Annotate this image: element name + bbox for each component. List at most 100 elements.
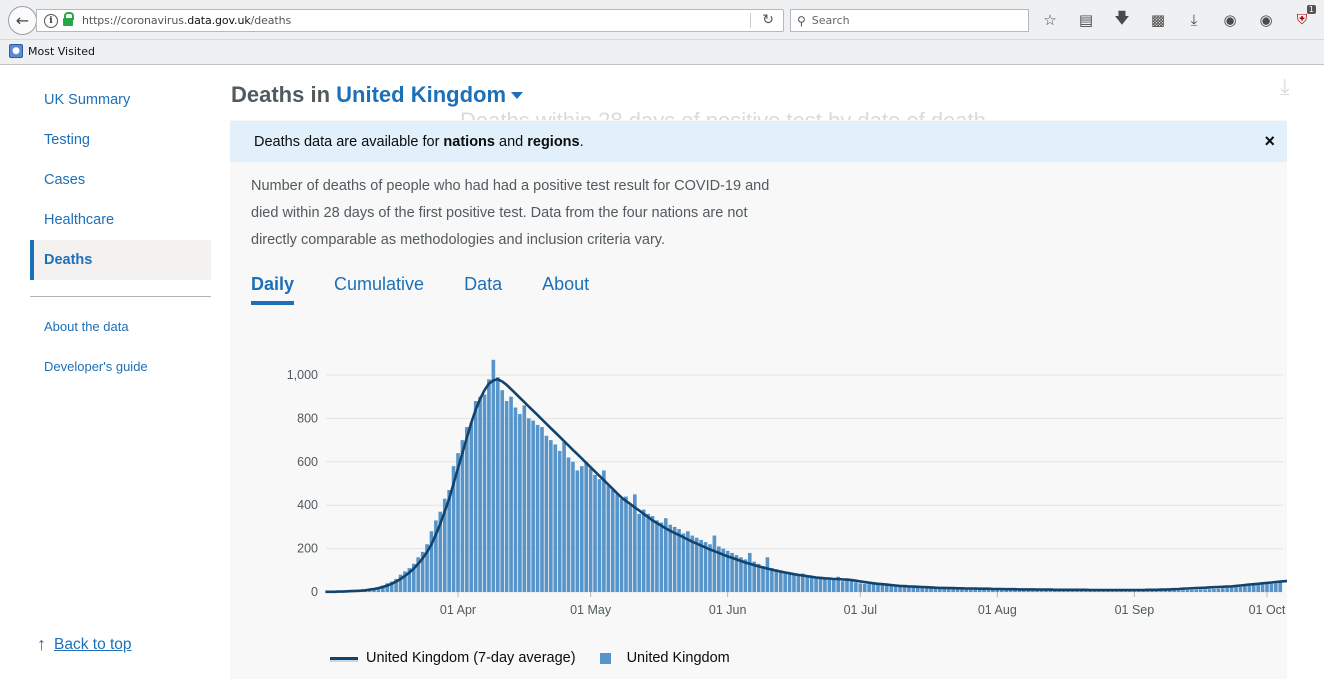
chart-bar — [1176, 590, 1181, 592]
ublock-icon[interactable]: ⛨ 1 — [1296, 5, 1316, 28]
chart-bar — [571, 461, 575, 592]
page-title: Deaths in United Kingdom — [231, 82, 524, 108]
chart-bar — [535, 424, 540, 592]
back-to-top-link[interactable]: Back to top — [54, 635, 132, 653]
bookmark-label: Most Visited — [28, 44, 95, 58]
banner-link-regions[interactable]: regions — [527, 133, 580, 150]
download-arrow-icon[interactable]: 🡇 — [1114, 8, 1130, 27]
chart-bar — [469, 422, 474, 592]
chart-bar — [491, 359, 496, 592]
info-banner: Deaths data are available for nations an… — [230, 121, 1287, 162]
chart-bar — [999, 589, 1004, 592]
chart-bar — [845, 578, 849, 592]
chart-bar — [938, 588, 942, 592]
back-arrow-icon[interactable]: ← — [8, 6, 37, 35]
url-text: https://coronavirus.data.gov.uk/deaths — [82, 14, 292, 27]
sidebar-item-uk-summary[interactable]: UK Summary — [44, 92, 131, 108]
chart-bar — [420, 551, 425, 592]
chart-bar — [699, 539, 703, 592]
chart-bar — [889, 585, 894, 592]
chart-bar — [942, 588, 947, 592]
tab-about[interactable]: About — [542, 274, 590, 294]
chart-bar — [792, 573, 796, 592]
tab-cumulative[interactable]: Cumulative — [334, 274, 425, 294]
x-tick-label: 01 Aug — [978, 603, 1017, 617]
chart-bar — [575, 470, 580, 592]
x-tick-label: 01 May — [570, 603, 612, 617]
chart-bar — [1247, 585, 1252, 592]
download-icon[interactable]: ⤓ — [1280, 75, 1290, 100]
chart-bar — [1225, 588, 1230, 592]
chart-bar — [796, 574, 801, 592]
chart-bar — [442, 498, 447, 592]
chart-bar — [385, 583, 390, 592]
sidebar-item-testing[interactable]: Testing — [44, 132, 90, 148]
x-tick-label: 01 Oct — [1249, 603, 1286, 617]
chart-bar — [1044, 589, 1048, 592]
chart-bar — [876, 584, 880, 592]
chart-bar — [584, 461, 589, 592]
chart-bar — [986, 589, 991, 592]
sidebar-item-developers-guide[interactable]: Developer's guide — [44, 359, 148, 374]
chart-bar — [920, 587, 924, 592]
chart-bar — [407, 568, 412, 592]
sidebar-item-cases[interactable]: Cases — [44, 172, 86, 188]
chart-bar — [663, 518, 668, 592]
search-icon: ⚲ — [797, 13, 806, 28]
chart-bar — [854, 582, 858, 592]
chart-bar — [540, 427, 544, 592]
chart-bar — [398, 574, 403, 592]
url-divider — [750, 13, 751, 28]
bookmark-most-visited[interactable]: ● Most Visited — [9, 44, 95, 58]
extension-icon[interactable]: ◉ — [1259, 11, 1273, 29]
chart-bar — [447, 490, 451, 592]
chart-bar — [955, 588, 960, 592]
chart-bar — [765, 557, 770, 592]
chart-bar — [500, 390, 505, 592]
close-icon[interactable]: × — [1264, 131, 1275, 151]
chart-bar — [814, 577, 818, 592]
chart-bar — [968, 589, 973, 592]
chart-bar — [434, 520, 438, 592]
chart-bar — [836, 576, 840, 592]
avg-line — [325, 377, 1287, 594]
chart-bar — [1022, 589, 1026, 592]
archive-icon[interactable]: ▩ — [1150, 11, 1166, 29]
chart-bar — [633, 494, 637, 592]
chart-bar — [429, 531, 434, 592]
area-selector[interactable]: United Kingdom — [336, 82, 524, 107]
star-icon[interactable]: ☆ — [1043, 11, 1057, 29]
tab-data[interactable]: Data — [464, 274, 503, 294]
scrollbar[interactable] — [1306, 65, 1324, 679]
search-input[interactable]: ⚲ Search — [790, 9, 1029, 32]
sidebar-item-healthcare[interactable]: Healthcare — [44, 212, 115, 228]
reading-list-icon[interactable]: ▤ — [1078, 11, 1094, 29]
info-icon[interactable]: i — [44, 13, 58, 28]
chart-bar — [827, 578, 832, 592]
sidebar-item-deaths[interactable]: Deaths — [30, 240, 211, 280]
globe-icon[interactable]: ◉ — [1223, 11, 1237, 29]
sidebar-nav: UK Summary Testing Cases Healthcare Deat… — [30, 80, 211, 395]
reload-icon[interactable]: ↻ — [762, 12, 774, 28]
banner-link-nations[interactable]: nations — [443, 133, 495, 150]
y-tick-label: 800 — [297, 411, 318, 425]
chart-bar — [579, 466, 584, 592]
chart-bar — [451, 466, 456, 592]
chart-bar — [1229, 587, 1234, 592]
x-tick-label: 01 Jun — [709, 603, 747, 617]
banner-message: Deaths data are available for nations an… — [254, 133, 584, 150]
chart-bar — [1220, 588, 1225, 592]
x-tick-label: 01 Sep — [1115, 603, 1155, 617]
toolbar-icons: ☆ ▤ 🡇 ▩ ⤓ ◉ ◉ ⛨ 1 — [1038, 5, 1316, 31]
chart-bar — [694, 537, 699, 592]
tab-daily[interactable]: Daily — [251, 274, 295, 305]
chart-bar — [1013, 589, 1017, 592]
chart-bar — [566, 457, 571, 592]
downloads-icon[interactable]: ⤓ — [1190, 11, 1198, 29]
sidebar-item-about-data[interactable]: About the data — [44, 319, 129, 334]
chart-bar — [1004, 589, 1008, 592]
url-bar[interactable]: i https://coronavirus.data.gov.uk/deaths… — [36, 9, 784, 32]
chart-bar — [1243, 586, 1247, 592]
chart-bar — [1190, 590, 1194, 592]
chart-bar — [1238, 586, 1243, 592]
